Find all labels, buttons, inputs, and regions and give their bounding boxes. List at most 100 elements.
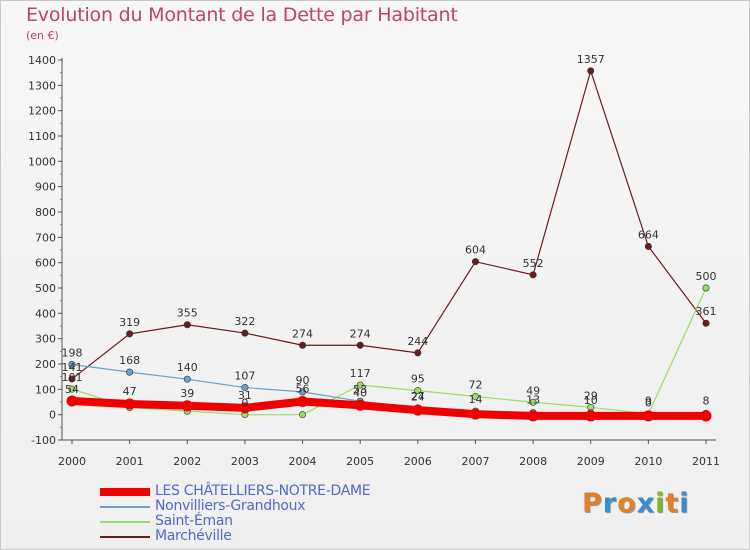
data-label: 274 xyxy=(350,327,371,340)
x-tick-label: 2005 xyxy=(346,455,374,468)
series-point-3 xyxy=(529,271,537,279)
data-label: 140 xyxy=(177,361,198,374)
data-label: 10 xyxy=(584,394,598,407)
series-point-0 xyxy=(469,408,481,420)
series-point-3 xyxy=(126,330,134,338)
series-point-0 xyxy=(239,402,251,414)
series-point-3 xyxy=(644,242,652,250)
x-tick-label: 2010 xyxy=(634,455,662,468)
series-point-0 xyxy=(297,395,309,407)
data-label: 117 xyxy=(350,367,371,380)
chart-subtitle: (en €) xyxy=(26,29,59,42)
x-tick-label: 2007 xyxy=(461,455,489,468)
data-label: 39 xyxy=(180,387,194,400)
data-label: 56 xyxy=(296,382,310,395)
y-tick-label: 400 xyxy=(35,307,56,320)
data-label: 95 xyxy=(411,373,425,386)
series-line-2 xyxy=(71,287,707,416)
data-label: 1357 xyxy=(577,53,605,66)
data-label: 54 xyxy=(65,383,79,396)
y-tick-label: 1100 xyxy=(28,130,56,143)
series-point-0 xyxy=(700,410,712,422)
x-tick-label: 2006 xyxy=(404,455,432,468)
x-tick-label: 2001 xyxy=(116,455,144,468)
data-label: 322 xyxy=(234,315,255,328)
data-label: 14 xyxy=(468,393,482,406)
y-tick-label: 200 xyxy=(35,358,56,371)
data-label: 49 xyxy=(526,384,540,397)
data-label: 141 xyxy=(62,361,83,374)
series-point-2 xyxy=(68,385,76,393)
y-tick-label: 100 xyxy=(35,383,56,396)
data-label: 198 xyxy=(62,347,83,360)
y-tick-label: 800 xyxy=(35,206,56,219)
legend-swatch xyxy=(100,506,150,508)
legend-swatch xyxy=(100,536,150,538)
series-line-0 xyxy=(68,396,710,420)
series-point-2 xyxy=(471,392,479,400)
series-point-1 xyxy=(299,388,307,396)
data-label: 604 xyxy=(465,244,486,257)
y-tick-label: 600 xyxy=(35,257,56,270)
x-tick-label: 2002 xyxy=(173,455,201,468)
y-tick-label: 0 xyxy=(49,409,56,422)
series-point-0 xyxy=(354,399,366,411)
series-point-3 xyxy=(587,67,595,75)
series-point-1 xyxy=(126,368,134,376)
series-point-0 xyxy=(585,410,597,422)
y-tick-label: -100 xyxy=(31,434,56,447)
x-tick-label: 2011 xyxy=(692,455,720,468)
data-label: 8 xyxy=(703,395,710,408)
series-point-3 xyxy=(241,329,249,337)
data-label: 552 xyxy=(523,257,544,270)
legend-label: Nonvilliers-Grandhoux xyxy=(155,498,306,514)
y-tick-label: 300 xyxy=(35,333,56,346)
series-point-2 xyxy=(702,284,710,292)
data-label: 355 xyxy=(177,307,198,320)
y-tick-label: 500 xyxy=(35,282,56,295)
series-point-1 xyxy=(241,384,249,392)
data-label: 274 xyxy=(292,327,313,340)
series-point-3 xyxy=(183,321,191,329)
series-point-2 xyxy=(529,398,537,406)
series-point-2 xyxy=(414,387,422,395)
data-label: 9 xyxy=(645,394,652,407)
y-tick-label: 1400 xyxy=(28,54,56,67)
legend-swatch xyxy=(100,488,150,496)
y-tick-label: 1200 xyxy=(28,105,56,118)
data-label: 13 xyxy=(526,393,540,406)
data-label: 244 xyxy=(407,335,428,348)
legend-swatch xyxy=(100,521,150,523)
series-point-2 xyxy=(356,381,364,389)
series-point-0 xyxy=(181,400,193,412)
series-point-0 xyxy=(412,404,424,416)
x-tick-label: 2000 xyxy=(58,455,86,468)
x-tick-label: 2008 xyxy=(519,455,547,468)
data-label: 107 xyxy=(234,370,255,383)
series-point-0 xyxy=(527,410,539,422)
legend-label: LES CHÂTELLIERS-NOTRE-DAME xyxy=(155,483,371,499)
data-label: 72 xyxy=(468,378,482,391)
data-label: 40 xyxy=(353,387,367,400)
series-point-0 xyxy=(66,395,78,407)
legend-label: Saint-Éman xyxy=(155,513,233,529)
series-point-3 xyxy=(471,258,479,266)
series-point-2 xyxy=(299,411,307,419)
data-label: 168 xyxy=(119,354,140,367)
series-point-3 xyxy=(68,375,76,383)
data-label: 31 xyxy=(238,389,252,402)
data-label: 101 xyxy=(62,371,83,384)
y-tick-label: 1000 xyxy=(28,155,56,168)
x-tick-label: 2003 xyxy=(231,455,259,468)
data-label: 0 xyxy=(241,397,248,410)
x-tick-label: 2009 xyxy=(577,455,605,468)
chart-title: Evolution du Montant de la Dette par Hab… xyxy=(26,4,458,26)
series-point-3 xyxy=(356,341,364,349)
y-tick-label: 1300 xyxy=(28,79,56,92)
data-label: 664 xyxy=(638,228,659,241)
data-label: 53 xyxy=(353,383,367,396)
data-label: 27 xyxy=(411,390,425,403)
series-line-3 xyxy=(71,70,707,380)
series-point-3 xyxy=(299,341,307,349)
